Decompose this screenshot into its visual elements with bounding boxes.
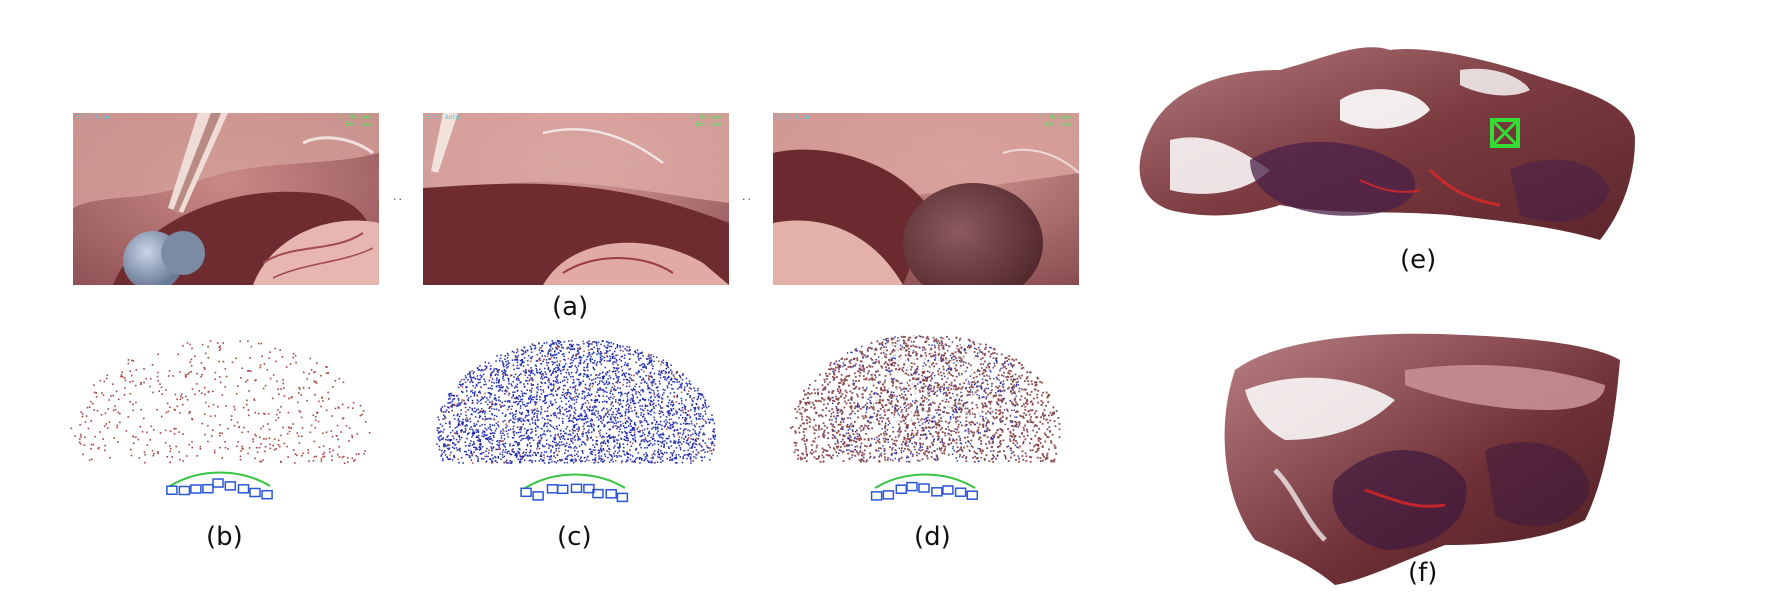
- caption-d: (d): [914, 522, 951, 552]
- osd-left-text: Shtr Auto: [77, 114, 110, 121]
- ellipsis: ··: [742, 193, 753, 206]
- caption-c: (c): [557, 522, 592, 552]
- dense-point-cloud: [790, 335, 1061, 501]
- osd-left-text: Shtr Auto: [777, 114, 810, 121]
- reconstruction-e: [1139, 47, 1635, 241]
- endoscope-frame-1: Shtr Auto Gr Medium Enh Low: [73, 113, 379, 285]
- endoscope-frame-3: Shtr Auto Gr Medium Enh Low: [773, 113, 1079, 285]
- osd-left-text: Shtr Auto: [427, 114, 460, 121]
- semi-dense-point-cloud: [436, 340, 717, 503]
- osd-right-text: Gr Medium Enh Low: [688, 114, 721, 128]
- osd-right-text: Gr Medium Enh Low: [1038, 114, 1071, 128]
- caption-a: (a): [552, 292, 589, 322]
- endoscope-frame-2: Shtr Auto Gr Medium Enh Low: [423, 113, 729, 285]
- caption-f: (f): [1408, 558, 1438, 588]
- ellipsis: ··: [393, 193, 404, 206]
- sparse-point-cloud: [70, 340, 371, 500]
- caption-e: (e): [1400, 245, 1437, 275]
- reconstruction-f: [1224, 333, 1620, 585]
- osd-right-text: Gr Medium Enh Low: [338, 114, 371, 128]
- caption-b: (b): [206, 522, 243, 552]
